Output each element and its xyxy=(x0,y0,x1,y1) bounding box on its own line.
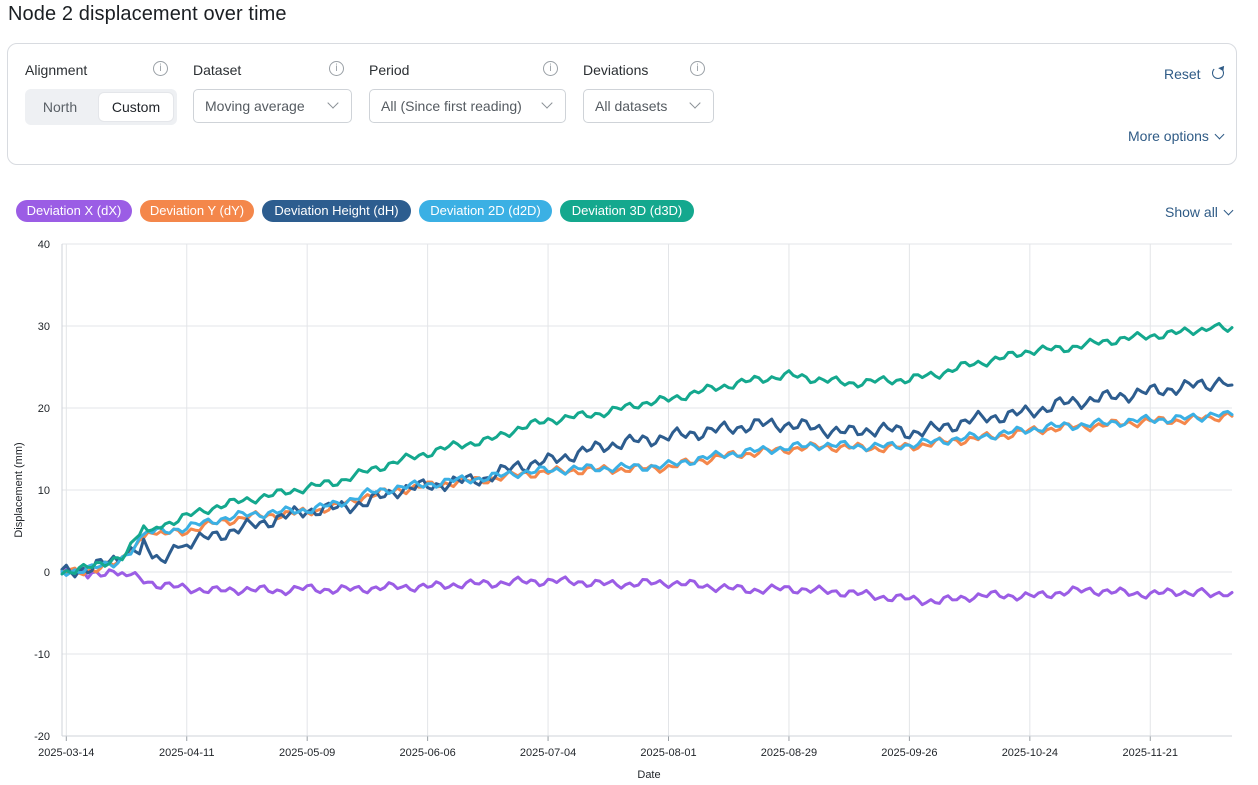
chevron-down-icon xyxy=(327,97,339,109)
filter-panel: Alignment i North Custom Dataset i Movin… xyxy=(7,43,1237,165)
alignment-north-button[interactable]: North xyxy=(42,99,78,115)
chevron-down-icon xyxy=(541,97,553,109)
legend-item-d3d[interactable]: Deviation 3D (d3D) xyxy=(560,200,694,222)
y-tick-label: 40 xyxy=(38,239,50,251)
y-axis-title: Displacement (mm) xyxy=(13,442,25,537)
deviations-select-value: All datasets xyxy=(595,98,668,114)
show-all-button[interactable]: Show all xyxy=(1165,204,1234,220)
series-line-dh xyxy=(60,376,1234,579)
x-axis-title: Date xyxy=(637,769,660,781)
chevron-down-icon xyxy=(689,97,701,109)
page-title: Node 2 displacement over time xyxy=(8,3,287,25)
more-options-button[interactable]: More options xyxy=(1128,128,1225,144)
y-tick-label: -10 xyxy=(34,649,50,661)
dataset-info-icon[interactable]: i xyxy=(329,61,344,76)
dataset-select-value: Moving average xyxy=(205,98,305,114)
x-tick-label: 2025-08-01 xyxy=(640,747,696,759)
dataset-select[interactable]: Moving average xyxy=(193,89,352,123)
x-tick-label: 2025-03-14 xyxy=(38,747,94,759)
y-tick-label: 30 xyxy=(38,321,50,333)
period-select[interactable]: All (Since first reading) xyxy=(369,89,566,123)
legend-item-dy[interactable]: Deviation Y (dY) xyxy=(140,200,254,222)
period-info-icon[interactable]: i xyxy=(543,61,558,76)
series-line-d3d xyxy=(60,322,1234,576)
legend-item-dx[interactable]: Deviation X (dX) xyxy=(16,200,132,222)
x-tick-label: 2025-05-09 xyxy=(279,747,335,759)
series-line-d2d xyxy=(60,409,1234,577)
alignment-label: Alignment xyxy=(25,62,88,78)
legend-item-label: Deviation 3D (d3D) xyxy=(571,203,683,218)
legend-item-label: Deviation X (dX) xyxy=(26,203,122,218)
alignment-segmented-control: North Custom xyxy=(25,89,177,125)
legend-item-label: Deviation 2D (d2D) xyxy=(430,203,541,218)
period-select-value: All (Since first reading) xyxy=(381,98,522,114)
show-all-label: Show all xyxy=(1165,204,1218,220)
displacement-chart: -20 -10 0 10 20 30 40 2025-03-14 2025-04-11 2025-… xyxy=(13,239,1234,781)
legend-item-dh[interactable]: Deviation Height (dH) xyxy=(262,200,411,222)
legend-item-d2d[interactable]: Deviation 2D (d2D) xyxy=(419,200,552,222)
legend-item-label: Deviation Y (dY) xyxy=(149,203,245,218)
period-label: Period xyxy=(369,62,410,78)
y-tick-label: -20 xyxy=(34,731,50,743)
series-line-dx xyxy=(60,566,1234,607)
refresh-icon[interactable] xyxy=(1212,67,1224,79)
chevron-down-icon xyxy=(1214,129,1225,140)
x-tick-label: 2025-10-24 xyxy=(1002,747,1058,759)
deviations-select[interactable]: All datasets xyxy=(583,89,714,123)
x-tick-label: 2025-06-06 xyxy=(399,747,455,759)
x-tick-label: 2025-08-29 xyxy=(761,747,817,759)
alignment-custom-button[interactable]: Custom xyxy=(99,93,173,121)
y-tick-label: 0 xyxy=(44,567,50,579)
x-tick-label: 2025-09-26 xyxy=(881,747,937,759)
deviations-label: Deviations xyxy=(583,62,649,78)
chevron-down-icon xyxy=(1223,205,1234,216)
x-tick-label: 2025-11-21 xyxy=(1123,747,1178,759)
legend-item-label: Deviation Height (dH) xyxy=(274,203,399,218)
y-tick-label: 10 xyxy=(38,485,50,497)
x-tick-label: 2025-04-11 xyxy=(159,747,214,759)
dataset-label: Dataset xyxy=(193,62,242,78)
x-tick-label: 2025-07-04 xyxy=(520,747,576,759)
reset-button[interactable]: Reset xyxy=(1164,66,1201,82)
y-tick-label: 20 xyxy=(38,403,50,415)
alignment-info-icon[interactable]: i xyxy=(153,61,168,76)
more-options-label: More options xyxy=(1128,128,1209,144)
deviations-info-icon[interactable]: i xyxy=(690,61,705,76)
